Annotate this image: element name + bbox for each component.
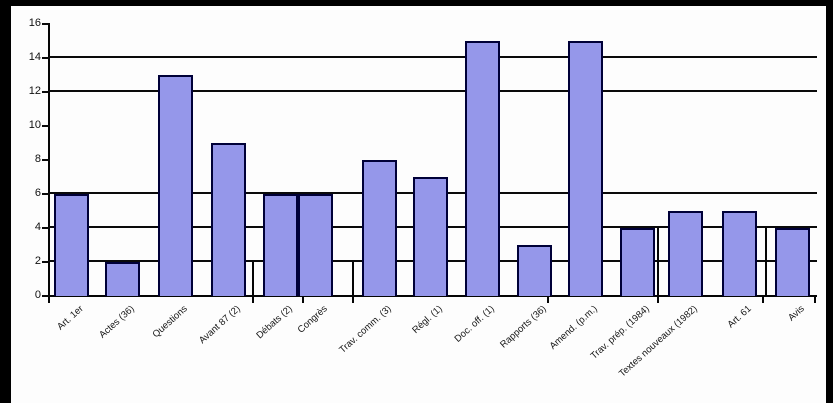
bar [668, 211, 703, 296]
y-axis-tick-0 [42, 295, 50, 297]
y-axis-label-12: 12 [28, 85, 41, 97]
x-axis-tick [547, 297, 549, 303]
y-axis-tick-10 [42, 125, 50, 127]
bar [465, 41, 500, 296]
gridline-y12 [49, 90, 817, 92]
y-axis-tick-16 [42, 23, 50, 25]
bar [263, 194, 298, 296]
x-axis-tick [252, 297, 254, 303]
x-axis-tick [762, 297, 764, 303]
y-axis-label-16: 16 [28, 17, 41, 29]
y-axis-tick-12 [42, 91, 50, 93]
bar [413, 177, 448, 296]
x-axis-tick [48, 297, 50, 303]
bar [568, 41, 603, 296]
y-axis-label-2: 2 [34, 255, 41, 267]
y-axis-tick-14 [42, 57, 50, 59]
y-axis-label-10: 10 [28, 119, 41, 131]
x-axis-tick [302, 297, 304, 303]
gridline-y14 [49, 56, 817, 58]
y-axis-tick-6 [42, 193, 50, 195]
frame-border-left [0, 0, 11, 403]
y-axis-tick-8 [42, 159, 50, 161]
bar [722, 211, 757, 296]
bar [775, 228, 810, 296]
x-axis-line [43, 295, 817, 297]
x-axis-tick [814, 297, 816, 303]
y-axis-label-14: 14 [28, 51, 41, 63]
y-axis-tick-2 [42, 261, 50, 263]
x-axis-tick [657, 297, 659, 303]
y-axis-label-6: 6 [34, 187, 41, 199]
x-axis-tick [352, 297, 354, 303]
bar [362, 160, 397, 296]
y-axis-label-0: 0 [34, 289, 41, 301]
category-separator-line [657, 228, 659, 296]
category-separator-line [765, 228, 767, 296]
y-axis-label-4: 4 [34, 221, 41, 233]
frame-border-right [826, 0, 833, 403]
bar [517, 245, 552, 296]
y-axis-tick-4 [42, 227, 50, 229]
bar [54, 194, 89, 296]
bar [105, 262, 140, 296]
bar [298, 194, 333, 296]
category-separator-line [352, 262, 354, 296]
y-axis-label-8: 8 [34, 153, 41, 165]
bar [620, 228, 655, 296]
bar [211, 143, 246, 296]
category-separator-line [252, 262, 254, 296]
frame-border-top [0, 0, 833, 6]
bar [158, 75, 193, 296]
